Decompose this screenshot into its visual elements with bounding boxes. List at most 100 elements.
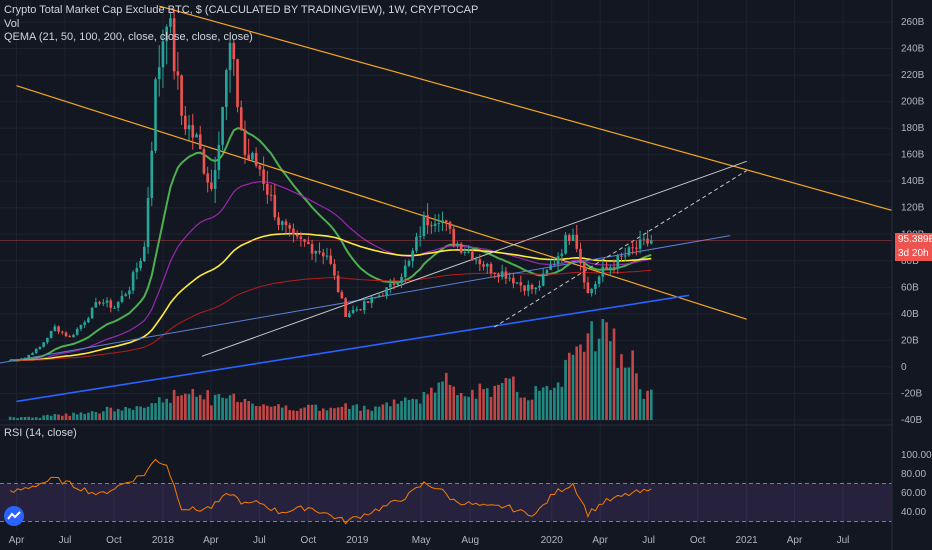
candle-body [642, 238, 646, 240]
vol-legend: Vol [4, 18, 20, 30]
tradingview-logo-icon[interactable] [4, 506, 24, 526]
time-tick-label: Jul [642, 535, 655, 546]
candle-body [526, 284, 530, 291]
candle-body [415, 236, 418, 251]
candle-body [608, 267, 612, 269]
candle-body [262, 169, 265, 184]
volume-bar [109, 407, 113, 420]
volume-bar [12, 417, 16, 420]
qema-legend: QEMA (21, 50, 100, 200, close, close, cl… [4, 31, 253, 43]
volume-bar [236, 401, 239, 420]
volume-bar [448, 384, 452, 420]
time-tick-label: Jul [837, 535, 850, 546]
candle-body [295, 234, 299, 237]
volume-bar [523, 397, 526, 420]
volume-bar [452, 386, 456, 420]
volume-bar [87, 412, 90, 420]
volume-bar [157, 397, 161, 420]
rsi-band [0, 483, 892, 522]
candle-body [590, 288, 593, 294]
volume-bar [541, 387, 545, 420]
volume-bar [321, 408, 325, 420]
candle-body [79, 324, 83, 329]
candle-body [370, 297, 374, 303]
volume-bar [612, 328, 616, 420]
volume-bar [68, 415, 72, 420]
time-tick-label: 2020 [541, 535, 564, 546]
candle-body [381, 295, 385, 297]
volume-bar [430, 387, 433, 420]
volume-bar [187, 394, 191, 420]
rsi-tick-label: 80.00 [901, 469, 926, 480]
candle-body [508, 277, 511, 279]
volume-bar [459, 393, 463, 420]
volume-bar [500, 382, 504, 420]
volume-bar [303, 407, 306, 420]
candle-body [515, 282, 519, 284]
volume-bar [426, 394, 429, 420]
volume-bar [90, 411, 94, 420]
volume-bars [8, 318, 653, 420]
volume-bar [169, 402, 172, 420]
candle-body [113, 307, 116, 309]
candle-body [176, 71, 180, 76]
volume-bar [98, 413, 101, 420]
volume-bar [221, 397, 224, 420]
candle-body [418, 236, 422, 238]
volume-bar [370, 410, 374, 420]
volume-bar [355, 404, 359, 420]
volume-bar [254, 406, 258, 420]
candle-body [321, 252, 325, 257]
candle-body [187, 125, 191, 130]
time-tick-label: Oct [690, 535, 706, 546]
candle-body [333, 263, 336, 276]
time-axis[interactable]: Apr Jul Oct 2018 Apr Jul Oct 2019 May Aug 2020 Apr J… [9, 535, 850, 546]
candle-body [172, 18, 176, 72]
volume-bar [64, 413, 68, 420]
candle-body [102, 302, 105, 304]
volume-bar [392, 399, 396, 420]
dashed-trend-line [493, 170, 747, 328]
candle-body [23, 357, 27, 359]
candle-body [292, 228, 295, 235]
volume-bar [635, 373, 638, 420]
volume-bar [474, 398, 478, 420]
candle-body [150, 150, 154, 198]
candle-body [523, 285, 526, 291]
candle-body [456, 243, 459, 247]
volume-bar [23, 416, 27, 420]
countdown-tag: 3d 20h [895, 247, 932, 261]
volume-bar [38, 417, 42, 420]
candle-body [254, 152, 258, 166]
candle-body [426, 215, 429, 226]
candle-body [202, 149, 206, 174]
volume-bar [325, 410, 329, 420]
volume-bar [553, 387, 556, 420]
candle-body [623, 255, 627, 257]
price-axis[interactable]: 260B240B220B200B180B160B140B120B100B80B6… [901, 17, 932, 518]
price-tick-label: 160B [901, 150, 925, 161]
candle-body [38, 346, 42, 349]
candle-body [180, 75, 183, 116]
upper-resistance-line [159, 5, 893, 211]
candle-body [299, 236, 303, 240]
volume-bar [75, 414, 79, 420]
time-tick-label: Oct [301, 535, 317, 546]
volume-bar [493, 385, 497, 420]
mid-resistance-line [16, 85, 747, 320]
volume-bar [42, 415, 45, 420]
candle-body [444, 220, 448, 223]
candle-body [627, 247, 631, 256]
candle-body [53, 326, 57, 331]
volume-bar [154, 403, 157, 420]
candle-body [243, 129, 247, 155]
volume-bar [403, 397, 407, 420]
price-tick-label: 200B [901, 97, 925, 108]
candle-body [198, 134, 202, 150]
candle-body [277, 217, 280, 226]
volume-bar [150, 403, 154, 420]
candle-body [288, 225, 292, 229]
candle-body [545, 270, 549, 274]
volume-bar [228, 395, 232, 420]
